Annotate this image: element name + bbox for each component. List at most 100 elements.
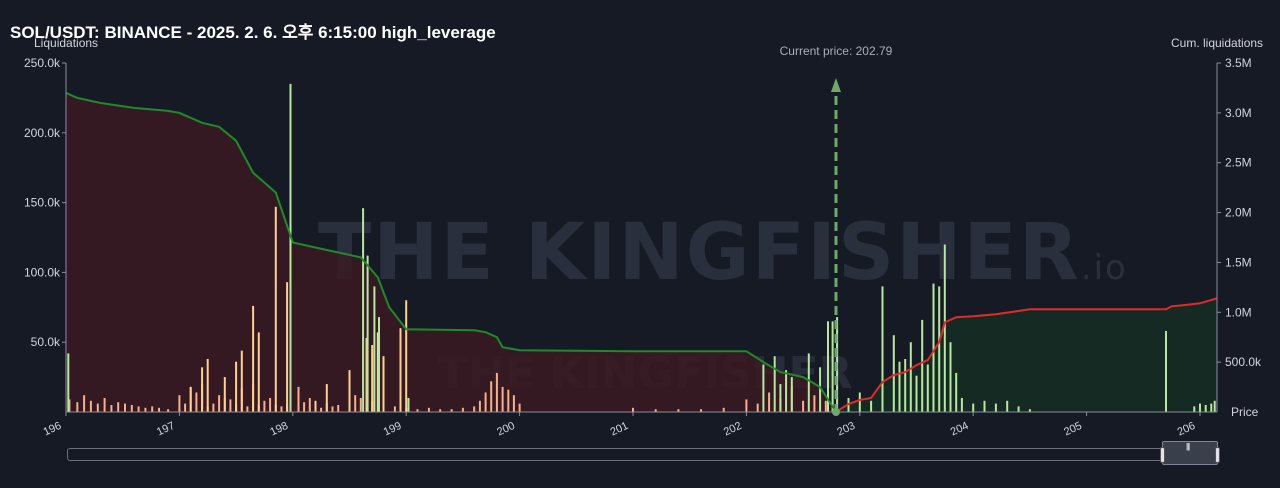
liq-bar xyxy=(206,359,209,412)
liq-bar xyxy=(184,403,187,412)
liq-bar xyxy=(158,407,160,412)
liq-bar xyxy=(274,206,277,412)
liq-bar xyxy=(949,342,952,412)
liq-bar xyxy=(362,208,365,412)
liq-bar xyxy=(416,409,419,412)
y-tick-label: 250.0k xyxy=(24,56,61,70)
liq-bar xyxy=(144,407,147,412)
liq-bar xyxy=(252,305,255,412)
liq-bar xyxy=(308,398,311,412)
liq-bar xyxy=(785,370,788,412)
liq-bar xyxy=(201,367,204,412)
liq-bar xyxy=(297,386,300,412)
liq-bar xyxy=(779,384,782,412)
x-tick-label: 201 xyxy=(609,420,631,439)
liq-bar xyxy=(943,244,946,412)
liq-bar xyxy=(1213,400,1216,412)
liq-bar xyxy=(382,356,385,412)
liq-bar xyxy=(892,335,895,412)
liq-bar xyxy=(178,395,181,412)
liq-bar xyxy=(405,300,408,412)
liq-bar xyxy=(1210,403,1213,412)
liq-bar xyxy=(858,392,861,412)
liq-bar xyxy=(1028,409,1031,412)
liq-bar xyxy=(407,398,410,412)
liq-bar xyxy=(378,317,380,412)
liq-bar xyxy=(518,403,521,412)
liq-bar xyxy=(898,361,901,412)
liq-bar xyxy=(331,406,334,412)
y-tick-label: 150.0k xyxy=(24,196,61,210)
x-tick-label: 197 xyxy=(155,420,177,439)
liq-bar xyxy=(325,384,328,412)
liq-bar xyxy=(67,353,70,412)
x-tick-label: 206 xyxy=(1176,420,1198,439)
liq-bar xyxy=(762,364,765,412)
liq-bar xyxy=(359,398,362,412)
liq-bar xyxy=(366,255,369,412)
liq-bar xyxy=(955,372,958,412)
liq-bar xyxy=(960,398,963,412)
liq-bar xyxy=(495,372,498,412)
liq-bar xyxy=(117,402,120,412)
liq-bar xyxy=(478,400,481,412)
range-handle-left[interactable] xyxy=(1160,447,1165,463)
y2-tick-label: 3.5M xyxy=(1225,56,1252,70)
range-scrollbar-thumb[interactable] xyxy=(1162,441,1218,465)
liq-bar xyxy=(484,392,487,412)
liq-bar xyxy=(507,389,510,412)
liq-bar xyxy=(393,406,396,412)
liq-bar xyxy=(110,405,113,412)
liq-bar xyxy=(490,381,493,412)
grip-icon: ||| xyxy=(1186,442,1190,451)
liq-bar xyxy=(189,386,192,412)
liq-bar xyxy=(921,319,924,412)
watermark-main: THE KINGFISHER.io xyxy=(318,208,1128,298)
liq-bar xyxy=(96,403,99,412)
liq-bar xyxy=(240,350,243,412)
y-tick-label: 200.0k xyxy=(24,126,61,140)
cum-area-below xyxy=(66,92,836,413)
liq-bar xyxy=(167,409,170,412)
liq-bar xyxy=(1199,403,1201,412)
liq-bar xyxy=(654,409,657,412)
liq-bar xyxy=(1204,405,1207,412)
liq-bar xyxy=(768,392,771,412)
liq-bar xyxy=(223,377,226,412)
liq-bar xyxy=(303,402,306,412)
liq-bar xyxy=(314,400,317,412)
liq-bar xyxy=(376,332,379,412)
liq-bar xyxy=(212,403,215,412)
y-tick-label: 100.0k xyxy=(24,265,61,279)
liq-bar xyxy=(280,406,283,412)
liq-bar xyxy=(218,395,221,412)
liq-bar xyxy=(373,286,376,412)
liq-bar xyxy=(1165,331,1167,412)
liq-bar xyxy=(320,407,323,412)
x-tick-label: 200 xyxy=(495,420,517,439)
range-scrollbar[interactable] xyxy=(67,448,1219,461)
liq-bar xyxy=(909,342,912,412)
liq-bar xyxy=(773,356,776,412)
liq-bar xyxy=(427,407,430,412)
y2-tick-label: 500.0k xyxy=(1225,355,1262,369)
y2-tick-label: 1.0M xyxy=(1225,305,1252,319)
liq-bar xyxy=(756,403,759,412)
y2-tick-label: 2.0M xyxy=(1225,206,1252,220)
liq-bar xyxy=(337,405,340,412)
liq-bar xyxy=(722,407,725,412)
liq-bar xyxy=(824,400,827,412)
liq-bar xyxy=(371,345,374,412)
liq-bar xyxy=(348,370,351,412)
liq-bar xyxy=(915,375,918,412)
y-axis-title: Liquidations xyxy=(34,36,99,50)
liq-bar xyxy=(932,283,935,412)
y2-tick-label: 1.5M xyxy=(1225,255,1252,269)
liq-bar xyxy=(881,286,884,412)
range-handle-right[interactable] xyxy=(1215,447,1220,463)
liq-bar xyxy=(745,399,748,412)
y2-tick-label: 2.5M xyxy=(1225,156,1252,170)
liq-bar xyxy=(137,406,140,412)
liq-bar xyxy=(790,377,793,412)
